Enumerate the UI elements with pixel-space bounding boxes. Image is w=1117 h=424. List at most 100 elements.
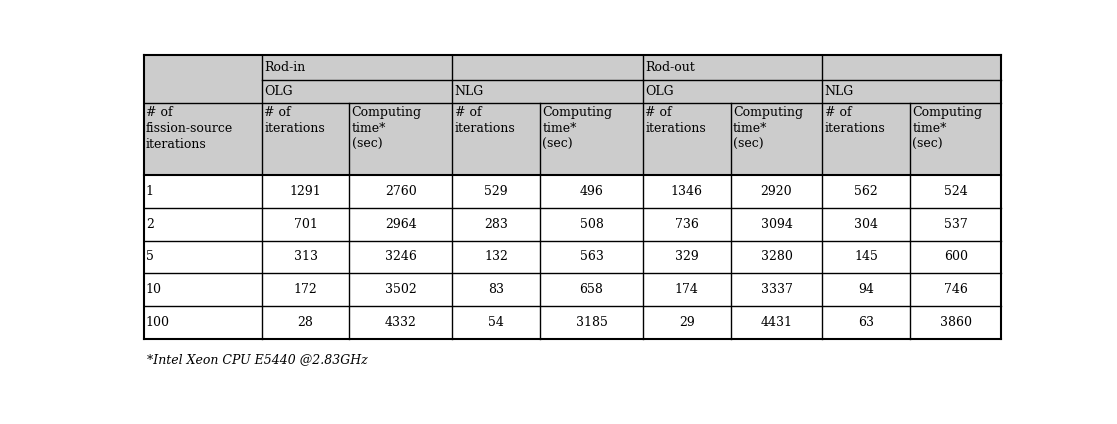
Text: 563: 563 bbox=[580, 251, 603, 263]
Text: 529: 529 bbox=[485, 185, 508, 198]
Bar bbox=[261, 175, 350, 208]
Bar bbox=[910, 208, 1002, 240]
Bar bbox=[452, 175, 540, 208]
Text: 28: 28 bbox=[297, 316, 314, 329]
Text: 3502: 3502 bbox=[385, 283, 417, 296]
Text: 10: 10 bbox=[146, 283, 162, 296]
Bar bbox=[822, 208, 910, 240]
Text: 1291: 1291 bbox=[289, 185, 322, 198]
Text: 3246: 3246 bbox=[385, 251, 417, 263]
Bar bbox=[350, 273, 452, 306]
Bar bbox=[143, 240, 261, 273]
Bar bbox=[822, 240, 910, 273]
Bar bbox=[261, 208, 350, 240]
Text: 5: 5 bbox=[146, 251, 154, 263]
Bar bbox=[540, 208, 643, 240]
Bar bbox=[731, 103, 822, 175]
Text: 508: 508 bbox=[580, 218, 603, 231]
Bar bbox=[910, 273, 1002, 306]
Text: 600: 600 bbox=[944, 251, 967, 263]
Text: 4431: 4431 bbox=[761, 316, 792, 329]
Text: Computing
time*
(sec): Computing time* (sec) bbox=[543, 106, 612, 151]
Bar bbox=[643, 103, 731, 175]
Bar bbox=[822, 306, 910, 339]
Bar bbox=[261, 273, 350, 306]
Text: 329: 329 bbox=[675, 251, 699, 263]
Text: 3185: 3185 bbox=[575, 316, 608, 329]
Text: 746: 746 bbox=[944, 283, 967, 296]
Bar bbox=[731, 306, 822, 339]
Text: 736: 736 bbox=[675, 218, 699, 231]
Bar bbox=[143, 208, 261, 240]
Text: 3280: 3280 bbox=[761, 251, 792, 263]
Bar bbox=[822, 103, 910, 175]
Bar bbox=[643, 80, 822, 103]
Text: 3860: 3860 bbox=[939, 316, 972, 329]
Bar bbox=[143, 103, 261, 175]
Bar bbox=[731, 240, 822, 273]
Text: 1346: 1346 bbox=[671, 185, 703, 198]
Bar bbox=[452, 103, 540, 175]
Bar bbox=[261, 103, 350, 175]
Text: NLG: NLG bbox=[455, 85, 484, 98]
Text: 2: 2 bbox=[146, 218, 154, 231]
Text: OLG: OLG bbox=[264, 85, 293, 98]
Text: 496: 496 bbox=[580, 185, 603, 198]
Text: # of
iterations: # of iterations bbox=[455, 106, 515, 135]
Bar bbox=[731, 273, 822, 306]
Text: # of
iterations: # of iterations bbox=[264, 106, 325, 135]
Text: 2964: 2964 bbox=[385, 218, 417, 231]
Text: 313: 313 bbox=[294, 251, 317, 263]
Text: 1: 1 bbox=[146, 185, 154, 198]
Text: 94: 94 bbox=[858, 283, 873, 296]
Bar bbox=[643, 306, 731, 339]
Text: 83: 83 bbox=[488, 283, 504, 296]
Bar bbox=[731, 175, 822, 208]
Bar bbox=[452, 240, 540, 273]
Text: 283: 283 bbox=[485, 218, 508, 231]
Text: OLG: OLG bbox=[646, 85, 674, 98]
Text: 658: 658 bbox=[580, 283, 603, 296]
Bar bbox=[143, 80, 261, 103]
Bar bbox=[143, 306, 261, 339]
Bar bbox=[261, 55, 643, 80]
Bar bbox=[350, 208, 452, 240]
Text: 537: 537 bbox=[944, 218, 967, 231]
Text: 2920: 2920 bbox=[761, 185, 792, 198]
Text: 174: 174 bbox=[675, 283, 699, 296]
Text: 4332: 4332 bbox=[385, 316, 417, 329]
Bar bbox=[540, 306, 643, 339]
Bar bbox=[350, 306, 452, 339]
Bar bbox=[350, 240, 452, 273]
Bar bbox=[731, 208, 822, 240]
Bar bbox=[452, 80, 643, 103]
Text: 304: 304 bbox=[855, 218, 878, 231]
Bar bbox=[143, 175, 261, 208]
Bar bbox=[822, 80, 1002, 103]
Bar bbox=[452, 273, 540, 306]
Bar bbox=[910, 175, 1002, 208]
Bar bbox=[261, 306, 350, 339]
Text: 54: 54 bbox=[488, 316, 504, 329]
Bar bbox=[643, 240, 731, 273]
Bar bbox=[643, 175, 731, 208]
Bar bbox=[261, 240, 350, 273]
Bar bbox=[910, 103, 1002, 175]
Text: 562: 562 bbox=[855, 185, 878, 198]
Text: Computing
time*
(sec): Computing time* (sec) bbox=[352, 106, 422, 151]
Text: 172: 172 bbox=[294, 283, 317, 296]
Text: # of
iterations: # of iterations bbox=[646, 106, 706, 135]
Bar bbox=[540, 175, 643, 208]
Text: 145: 145 bbox=[855, 251, 878, 263]
Text: Computing
time*
(sec): Computing time* (sec) bbox=[913, 106, 982, 151]
Text: 100: 100 bbox=[146, 316, 170, 329]
Text: 524: 524 bbox=[944, 185, 967, 198]
Bar bbox=[261, 80, 452, 103]
Bar bbox=[643, 273, 731, 306]
Bar bbox=[540, 273, 643, 306]
Text: NLG: NLG bbox=[824, 85, 853, 98]
Text: 3337: 3337 bbox=[761, 283, 792, 296]
Text: 701: 701 bbox=[294, 218, 317, 231]
Bar bbox=[822, 273, 910, 306]
Text: Computing
time*
(sec): Computing time* (sec) bbox=[733, 106, 803, 151]
